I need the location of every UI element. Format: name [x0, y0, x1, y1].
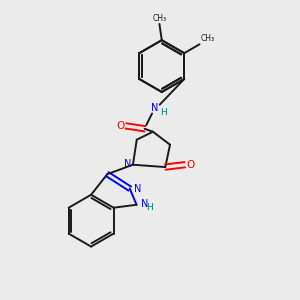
Text: N: N	[141, 199, 148, 208]
Text: N: N	[134, 184, 141, 194]
Text: H: H	[146, 202, 153, 211]
Text: O: O	[116, 121, 125, 131]
Text: H: H	[160, 108, 167, 117]
Text: N: N	[124, 159, 131, 169]
Text: CH₃: CH₃	[201, 34, 215, 43]
Text: CH₃: CH₃	[152, 14, 167, 22]
Text: N: N	[151, 103, 158, 113]
Text: O: O	[186, 160, 194, 170]
